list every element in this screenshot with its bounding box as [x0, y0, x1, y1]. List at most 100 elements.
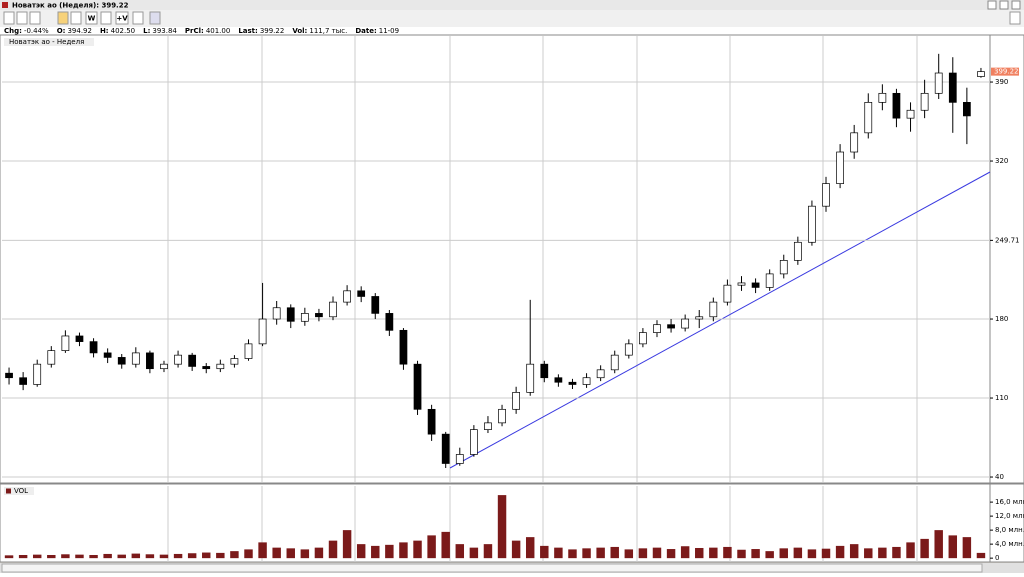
volume-bar: [202, 552, 211, 559]
volume-bar: [497, 495, 507, 559]
candle-body: [793, 241, 802, 261]
candle-body: [357, 290, 366, 297]
volume-bar: [892, 546, 901, 559]
candle-body: [765, 273, 774, 288]
tool-label[interactable]: +V: [116, 15, 128, 23]
volume-bar: [32, 554, 42, 559]
window-buttons[interactable]: [987, 0, 1021, 10]
volume-bar: [624, 549, 634, 559]
candle-body: [117, 357, 126, 365]
volume-bar: [216, 552, 225, 559]
candle-body: [864, 102, 873, 134]
volume-bar: [695, 547, 704, 559]
volume-bar: [878, 547, 887, 559]
candle-body: [554, 377, 563, 383]
candle-body: [582, 377, 591, 385]
candle-body: [216, 363, 225, 370]
volume-bar: [554, 547, 563, 559]
volume-bar: [793, 547, 803, 559]
volume-bar: [230, 551, 239, 559]
candle-body: [441, 433, 450, 464]
volume-bar: [525, 537, 535, 559]
volume-bar: [511, 540, 521, 559]
volume-bar: [765, 551, 774, 559]
info-label: Date:: [355, 27, 377, 35]
candle-body: [540, 363, 549, 379]
maximize-button[interactable]: [999, 0, 1009, 10]
y-tick-label: 110: [995, 394, 1008, 402]
volume-bar: [779, 548, 788, 559]
candle-body: [568, 381, 577, 385]
candle-body: [977, 71, 985, 77]
tool-button[interactable]: [149, 11, 161, 25]
volume-bar: [906, 542, 915, 559]
volume-tick-label: 16,0 млн.: [995, 498, 1024, 506]
tool-button[interactable]: [70, 11, 82, 25]
close-button[interactable]: [1011, 0, 1021, 10]
minimize-button[interactable]: [987, 0, 997, 10]
volume-legend-label: VOL: [14, 487, 28, 495]
legend-label: Новатэк ао - Неделя: [9, 38, 84, 46]
tool-button[interactable]: [57, 11, 69, 25]
volume-bar: [300, 549, 310, 559]
last-price-label: 399.22: [994, 68, 1019, 76]
info-value: 393.84: [152, 27, 177, 35]
tool-button[interactable]: [100, 11, 112, 25]
candle-body: [779, 260, 788, 275]
volume-bar: [272, 547, 281, 559]
candle-body: [343, 290, 351, 303]
title-bar: [0, 0, 1024, 10]
volume-bar: [582, 548, 591, 559]
candle-body: [427, 408, 436, 435]
candle-body: [751, 282, 760, 288]
volume-bar: [314, 547, 324, 559]
tool-button[interactable]: [16, 11, 28, 25]
candle-body: [33, 363, 42, 385]
candle-body: [934, 72, 943, 94]
candle-body: [836, 151, 844, 184]
tool-button[interactable]: [29, 11, 41, 25]
volume-bar: [638, 548, 648, 559]
candle-body: [667, 324, 675, 329]
y-tick-label: 390: [995, 78, 1008, 86]
tool-button[interactable]: [132, 11, 144, 25]
info-label: Last:: [238, 27, 258, 35]
candle-body: [371, 296, 380, 314]
trend-line[interactable]: [449, 171, 991, 469]
info-label: L:: [143, 27, 150, 35]
candle-body: [723, 284, 732, 303]
volume-bar: [47, 554, 56, 559]
info-label: Chg:: [4, 27, 22, 35]
info-value: 399.22: [260, 27, 285, 35]
candle-body: [878, 92, 887, 103]
tool-button[interactable]: [3, 11, 15, 25]
volume-bar: [596, 547, 605, 559]
volume-bar: [737, 549, 746, 559]
tool-button[interactable]: [85, 11, 98, 25]
info-value: 394.92: [67, 27, 92, 35]
info-label: O:: [57, 27, 66, 35]
volume-bar: [385, 544, 394, 559]
tool-button[interactable]: [1009, 11, 1021, 25]
candle-body: [89, 341, 98, 354]
candle-body: [103, 352, 112, 358]
volume-bar: [948, 535, 958, 559]
toolbar: [0, 10, 1024, 27]
scroll-thumb[interactable]: [1, 563, 983, 573]
candle-body: [653, 324, 661, 333]
toolbar-buttons: W +V: [3, 11, 1021, 25]
candle-body: [948, 72, 957, 103]
volume-bar: [849, 544, 859, 559]
candle-body: [47, 350, 56, 365]
volume-bar: [89, 554, 98, 559]
volume-tick-label: 12,0 млн.: [995, 512, 1024, 520]
candle-body: [624, 343, 633, 356]
volume-tick-label: 4,0 млн.: [995, 540, 1024, 548]
tool-button[interactable]: [115, 11, 129, 25]
candle-body: [596, 369, 605, 379]
candle-body: [526, 363, 535, 393]
candle-body: [850, 132, 859, 153]
candle-body: [19, 377, 28, 385]
tool-label[interactable]: W: [88, 15, 96, 23]
